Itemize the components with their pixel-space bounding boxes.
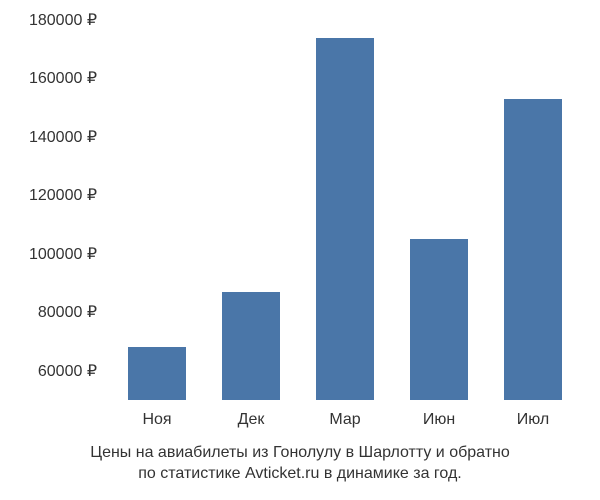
bar xyxy=(410,239,468,400)
y-tick-label: 80000 ₽ xyxy=(38,302,97,322)
caption-line-2: по статистике Avticket.ru в динамике за … xyxy=(0,463,600,485)
chart-caption: Цены на авиабилеты из Гонолулу в Шарлотт… xyxy=(0,442,600,485)
x-axis: Ноя Дек Мар Июн Июл xyxy=(110,405,580,435)
x-tick-label: Июл xyxy=(517,411,549,429)
bar xyxy=(316,38,374,400)
y-tick-label: 100000 ₽ xyxy=(29,244,97,264)
y-tick-label: 60000 ₽ xyxy=(38,361,97,381)
bar xyxy=(222,292,280,400)
y-tick-label: 120000 ₽ xyxy=(29,185,97,205)
bar xyxy=(128,347,186,400)
x-tick-label: Мар xyxy=(329,411,360,429)
caption-line-1: Цены на авиабилеты из Гонолулу в Шарлотт… xyxy=(0,442,600,464)
x-tick-label: Дек xyxy=(238,411,265,429)
bars-group xyxy=(110,20,580,400)
y-tick-label: 180000 ₽ xyxy=(29,10,97,30)
y-axis: 60000 ₽ 80000 ₽ 100000 ₽ 120000 ₽ 140000 ₽ 16… xyxy=(0,20,105,400)
x-tick-label: Ноя xyxy=(142,411,171,429)
chart-plot-area xyxy=(110,20,580,400)
y-tick-label: 160000 ₽ xyxy=(29,68,97,88)
y-tick-label: 140000 ₽ xyxy=(29,127,97,147)
bar xyxy=(504,99,562,400)
x-tick-label: Июн xyxy=(423,411,455,429)
